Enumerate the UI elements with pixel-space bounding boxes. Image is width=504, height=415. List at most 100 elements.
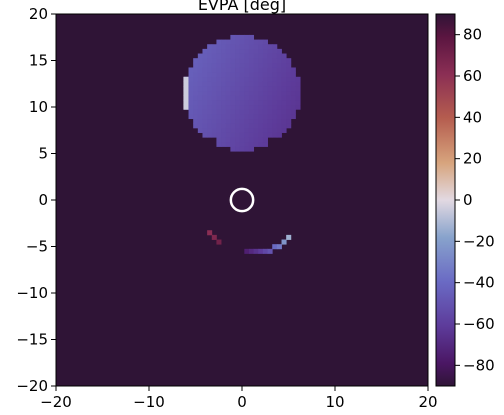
heatmap-cell [244, 39, 250, 45]
heatmap-cell [235, 146, 241, 152]
heatmap-cell [202, 95, 208, 101]
heatmap-cell [258, 123, 264, 129]
heatmap-cell [276, 67, 282, 73]
heatmap-cell [244, 104, 250, 110]
x-tick-label: 20 [418, 393, 437, 411]
heatmap-cell [211, 234, 217, 240]
heatmap-cell [239, 34, 245, 40]
heatmap-cell [216, 141, 222, 147]
heatmap-cell [216, 58, 222, 64]
heatmap-cell [258, 141, 264, 147]
heatmap-cell [188, 67, 194, 73]
heatmap-cell [225, 62, 231, 68]
heatmap-cell [193, 76, 199, 82]
heatmap-cell [295, 81, 301, 87]
heatmap-cell [258, 104, 264, 110]
heatmap-cell [262, 53, 268, 59]
heatmap-cell [235, 62, 241, 68]
heatmap-cell [258, 95, 264, 101]
heatmap-cell [276, 123, 282, 129]
heatmap-cell [258, 132, 264, 138]
heatmap-cell [267, 76, 273, 82]
heatmap-cell [221, 62, 227, 68]
heatmap-cell [197, 127, 203, 133]
heatmap-cell [230, 81, 236, 87]
heatmap-cell [248, 34, 255, 40]
heatmap-cell [286, 234, 292, 240]
heatmap-cell [239, 90, 245, 96]
heatmap-cell [258, 127, 264, 133]
heatmap-cell [281, 109, 287, 115]
heatmap-cell [235, 34, 241, 40]
heatmap-cell [230, 141, 236, 147]
heatmap-cell [262, 104, 268, 110]
heatmap-cell [244, 67, 250, 73]
heatmap-cell [225, 141, 231, 147]
heatmap-cell [235, 127, 241, 133]
heatmap-cell [281, 90, 287, 96]
heatmap-cell [230, 113, 236, 120]
heatmap-cell [235, 123, 241, 129]
heatmap-cell [276, 132, 282, 138]
heatmap-cell [235, 109, 241, 115]
heatmap-cell [286, 118, 292, 124]
heatmap-cell [272, 62, 278, 68]
heatmap-cell [253, 76, 259, 82]
heatmap-cell [239, 118, 245, 124]
heatmap-cell [230, 53, 236, 59]
heatmap-cell [202, 123, 208, 129]
heatmap-cell [235, 39, 241, 45]
colorbar: −80 −60 −40 −20 0 20 40 60 80 [435, 13, 495, 387]
x-axis: −20 −10 0 10 20 [40, 386, 438, 411]
heatmap-cell [267, 118, 273, 124]
heatmap-cell [258, 109, 264, 115]
heatmap-cell [276, 104, 282, 110]
heatmap-cell [295, 104, 301, 110]
heatmap-cell [211, 44, 217, 50]
heatmap-cell [253, 90, 259, 96]
heatmap-cell [253, 137, 259, 143]
heatmap-cell [244, 34, 250, 40]
heatmap-cell [225, 95, 231, 101]
heatmap-cell [272, 90, 278, 96]
colorbar-tick-label: −20 [463, 232, 495, 250]
heatmap-cell [216, 113, 222, 120]
heatmap-cell [216, 123, 222, 129]
heatmap-cell [202, 81, 208, 87]
heatmap-cell [248, 146, 255, 152]
heatmap-cell [211, 90, 217, 96]
heatmap-cell [253, 141, 259, 147]
heatmap-cell [202, 67, 208, 73]
heatmap-cell [211, 132, 217, 138]
heatmap-cell [221, 39, 227, 45]
heatmap-cell [235, 104, 241, 110]
heatmap-cell [211, 53, 217, 59]
heatmap-cell [235, 72, 241, 78]
heatmap-cell [253, 72, 259, 78]
heatmap-cell [276, 109, 282, 115]
heatmap-cell [211, 48, 217, 54]
colorbar-tick-label: −80 [463, 356, 495, 374]
x-tick-label: 10 [325, 393, 344, 411]
heatmap-cell [244, 127, 250, 133]
heatmap-cell [248, 100, 255, 106]
heatmap-cell [225, 123, 231, 129]
heatmap-cell [272, 244, 278, 250]
heatmap-cell [267, 113, 273, 120]
heatmap-cell [253, 123, 259, 129]
heatmap-cell [193, 86, 199, 92]
heatmap-cell [258, 67, 264, 73]
heatmap-cell [290, 76, 296, 82]
heatmap-cell [216, 118, 222, 124]
heatmap-cell [286, 76, 292, 82]
heatmap-cell [267, 127, 273, 133]
heatmap-cell [290, 72, 296, 78]
heatmap-cell [239, 76, 245, 82]
heatmap-cell [244, 141, 250, 147]
heatmap-cell [262, 81, 268, 87]
heatmap-cell [244, 76, 250, 82]
heatmap-cell [258, 86, 264, 92]
heatmap-cell [276, 81, 282, 87]
heatmap-cell [281, 95, 287, 101]
